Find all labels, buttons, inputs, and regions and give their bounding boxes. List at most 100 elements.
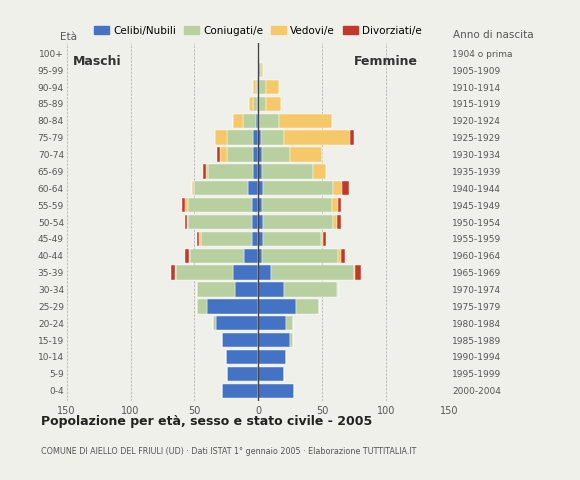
Bar [278, 114, 332, 128]
Bar [258, 46, 259, 60]
Bar [235, 282, 258, 297]
Bar [259, 114, 278, 128]
Bar [258, 181, 263, 195]
Bar [341, 249, 345, 263]
Bar [253, 80, 256, 94]
Bar [200, 232, 201, 246]
Bar [258, 232, 263, 246]
Bar [256, 80, 258, 94]
Bar [260, 63, 263, 77]
Bar [253, 147, 258, 162]
Bar [350, 131, 354, 145]
Bar [263, 215, 333, 229]
Bar [342, 181, 349, 195]
Bar [290, 147, 322, 162]
Text: Età: Età [60, 32, 77, 42]
Bar [258, 63, 260, 77]
Bar [266, 80, 278, 94]
Bar [253, 164, 258, 179]
Bar [354, 265, 355, 280]
Bar [252, 215, 258, 229]
Bar [186, 215, 187, 229]
Bar [197, 299, 207, 313]
Bar [248, 181, 258, 195]
Bar [220, 147, 227, 162]
Bar [256, 114, 258, 128]
Bar [206, 164, 208, 179]
Bar [188, 198, 252, 212]
Bar [339, 249, 341, 263]
Bar [222, 333, 258, 347]
Bar [182, 198, 186, 212]
Bar [262, 164, 313, 179]
Bar [258, 249, 262, 263]
Bar [290, 333, 292, 347]
Bar [323, 232, 326, 246]
Bar [189, 249, 190, 263]
Bar [258, 299, 296, 313]
Bar [284, 131, 350, 145]
Bar [296, 299, 320, 313]
Bar [176, 265, 233, 280]
Text: Femmine: Femmine [354, 55, 418, 68]
Bar [355, 265, 361, 280]
Bar [175, 265, 176, 280]
Bar [258, 131, 260, 145]
Bar [213, 316, 216, 330]
Bar [266, 97, 281, 111]
Bar [192, 181, 194, 195]
Bar [258, 97, 259, 111]
Bar [334, 215, 337, 229]
Bar [215, 131, 227, 145]
Bar [259, 97, 266, 111]
Bar [258, 265, 271, 280]
Bar [244, 249, 258, 263]
Bar [258, 114, 259, 128]
Bar [233, 114, 243, 128]
Bar [197, 232, 200, 246]
Bar [222, 384, 258, 398]
Bar [187, 215, 188, 229]
Bar [258, 316, 286, 330]
Bar [258, 164, 262, 179]
Bar [332, 198, 339, 212]
Bar [263, 181, 333, 195]
Bar [258, 198, 262, 212]
Bar [227, 367, 258, 381]
Bar [334, 181, 342, 195]
Bar [260, 131, 284, 145]
Bar [258, 147, 262, 162]
Bar [226, 350, 258, 364]
Bar [194, 181, 248, 195]
Bar [201, 232, 252, 246]
Bar [227, 131, 253, 145]
Bar [253, 97, 257, 111]
Bar [286, 316, 292, 330]
Bar [258, 215, 263, 229]
Bar [243, 114, 256, 128]
Bar [262, 198, 332, 212]
Bar [321, 232, 323, 246]
Bar [258, 282, 284, 297]
Bar [262, 147, 290, 162]
Bar [313, 164, 326, 179]
Bar [186, 249, 189, 263]
Bar [258, 384, 294, 398]
Bar [259, 80, 266, 94]
Bar [339, 198, 341, 212]
Text: Anno di nascita: Anno di nascita [454, 30, 534, 40]
Bar [190, 249, 244, 263]
Bar [258, 350, 286, 364]
Text: Maschi: Maschi [73, 55, 122, 68]
Bar [208, 164, 253, 179]
Bar [216, 316, 258, 330]
Text: COMUNE DI AIELLO DEL FRIULI (UD) · Dati ISTAT 1° gennaio 2005 · Elaborazione TUT: COMUNE DI AIELLO DEL FRIULI (UD) · Dati … [41, 447, 416, 456]
Bar [171, 265, 175, 280]
Bar [188, 215, 252, 229]
Text: Popolazione per età, sesso e stato civile - 2005: Popolazione per età, sesso e stato civil… [41, 415, 372, 428]
Bar [253, 131, 258, 145]
Bar [207, 299, 258, 313]
Bar [203, 164, 206, 179]
Bar [337, 282, 339, 297]
Bar [252, 232, 258, 246]
